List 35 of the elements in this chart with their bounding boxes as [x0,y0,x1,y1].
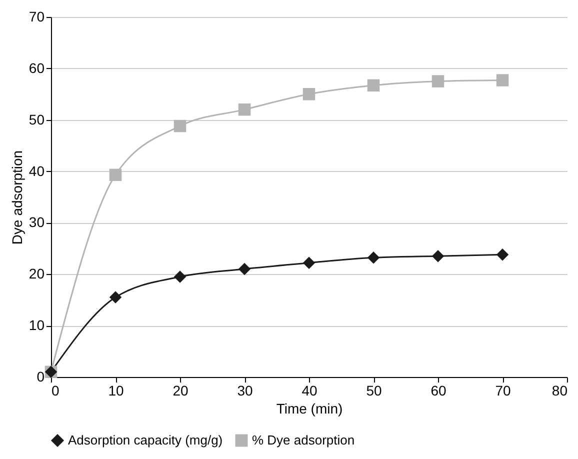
x-tick-label: 60 [430,382,446,398]
point [174,270,186,283]
y-tick-label: 70 [28,8,45,24]
x-tick-label: 0 [52,382,60,398]
y-axis-title: Dye adsorption [8,150,25,245]
point [238,103,251,116]
point [238,262,251,276]
x-tick-label: 80 [552,382,568,398]
y-tick-label: 0 [36,368,45,384]
x-tick-label: 50 [366,382,382,398]
point [302,88,316,100]
y-tick-label: 60 [28,60,45,76]
y-tick-label: 50 [28,111,45,128]
x-tick-label: 10 [108,382,124,398]
point [432,250,444,262]
x-tick-label: 30 [237,382,253,398]
legend-label: % Dye adsorption [252,432,355,448]
x-axis-title: Time (min) [276,400,343,416]
point [302,256,316,269]
x-tick-label: 20 [172,382,188,398]
point [496,74,509,86]
point [432,75,444,88]
y-tick-label: 20 [28,266,45,282]
point [174,120,186,132]
y-tick-label: 30 [28,214,45,230]
point [109,291,122,304]
point [367,252,380,264]
x-tick-label: 70 [495,382,511,398]
point [496,248,509,261]
legend-label: Adsorption capacity (mg/g) [68,432,223,448]
point [109,168,122,182]
y-tick-label: 40 [28,162,45,179]
point [367,79,380,92]
y-tick-label: 10 [28,317,45,334]
x-tick-label: 40 [302,382,318,398]
